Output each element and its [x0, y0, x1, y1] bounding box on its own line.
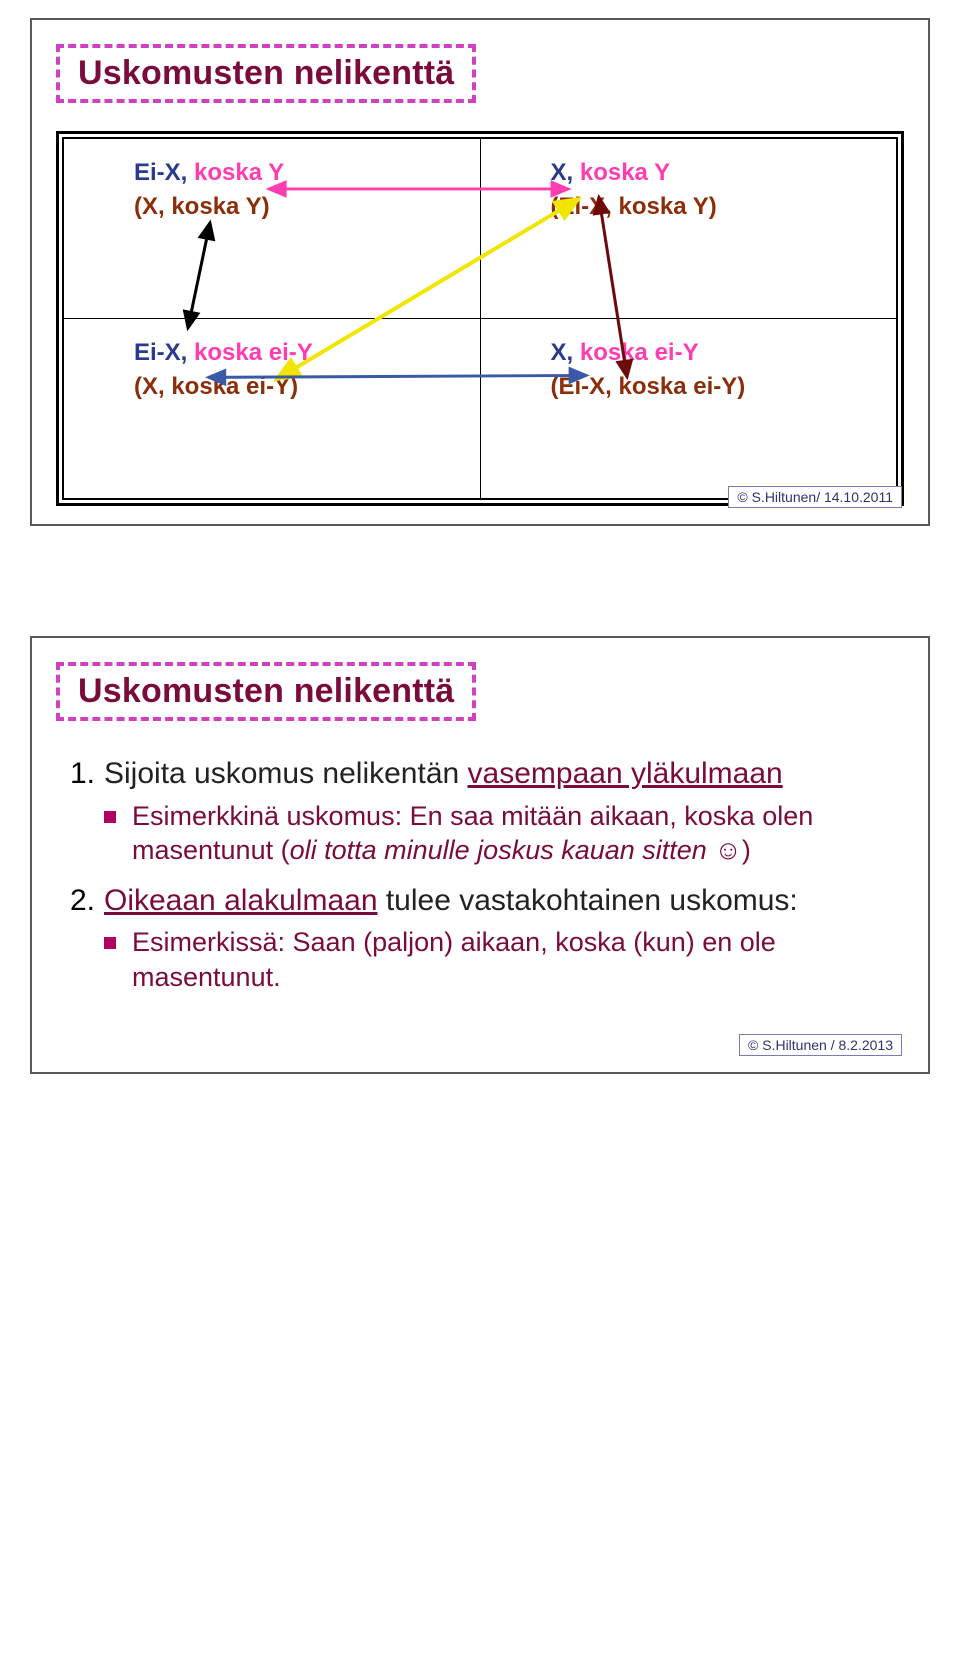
cell-bottom-right: X, koska ei-Y (Ei-X, koska ei-Y): [480, 319, 897, 499]
title-box: Uskomusten nelikenttä: [56, 44, 476, 103]
cell-bl-line2: (X, koska ei-Y): [134, 373, 480, 401]
list-item-1: 1.Sijoita uskomus nelikentän vasempaan y…: [70, 755, 890, 793]
cell-br-line2: (Ei-X, koska ei-Y): [551, 373, 897, 401]
cell-tl-line2: (X, koska Y): [134, 193, 480, 221]
slide2-body: 1.Sijoita uskomus nelikentän vasempaan y…: [56, 755, 904, 994]
cell-tr-line1: X, koska Y: [551, 159, 897, 187]
list-item-1-sub: Esimerkkinä uskomus: En saa mitään aikaa…: [132, 799, 890, 868]
slide-2: Uskomusten nelikenttä 1.Sijoita uskomus …: [30, 636, 930, 1074]
smiley-icon: ☺: [714, 835, 742, 865]
list-item-2: 2.Oikeaan alakulmaan tulee vastakohtaine…: [70, 882, 890, 920]
quadrant-inner: Ei-X, koska Y (X, koska Y) X, koska Y (E…: [62, 137, 898, 500]
cell-bl-line1: Ei-X, koska ei-Y: [134, 339, 480, 367]
cell-top-left: Ei-X, koska Y (X, koska Y): [64, 139, 481, 319]
slide-1: Uskomusten nelikenttä Ei-X, koska Y (X, …: [30, 18, 930, 526]
cell-tr-line2: (Ei-X, koska Y): [551, 193, 897, 221]
list-item-2-sub: Esimerkissä: Saan (paljon) aikaan, koska…: [132, 925, 890, 994]
cell-br-line1: X, koska ei-Y: [551, 339, 897, 367]
cell-bottom-left: Ei-X, koska ei-Y (X, koska ei-Y): [64, 319, 481, 499]
cell-top-right: X, koska Y (Ei-X, koska Y): [480, 139, 897, 319]
title-box: Uskomusten nelikenttä: [56, 662, 476, 721]
quadrant-outer: Ei-X, koska Y (X, koska Y) X, koska Y (E…: [56, 131, 904, 506]
copyright-label: © S.Hiltunen/ 14.10.2011: [728, 486, 902, 508]
cell-tl-line1: Ei-X, koska Y: [134, 159, 480, 187]
quadrant-table: Ei-X, koska Y (X, koska Y) X, koska Y (E…: [63, 138, 897, 499]
slide1-title: Uskomusten nelikenttä: [78, 54, 454, 92]
slide2-title: Uskomusten nelikenttä: [78, 672, 454, 710]
copyright-label: © S.Hiltunen / 8.2.2013: [739, 1034, 902, 1056]
